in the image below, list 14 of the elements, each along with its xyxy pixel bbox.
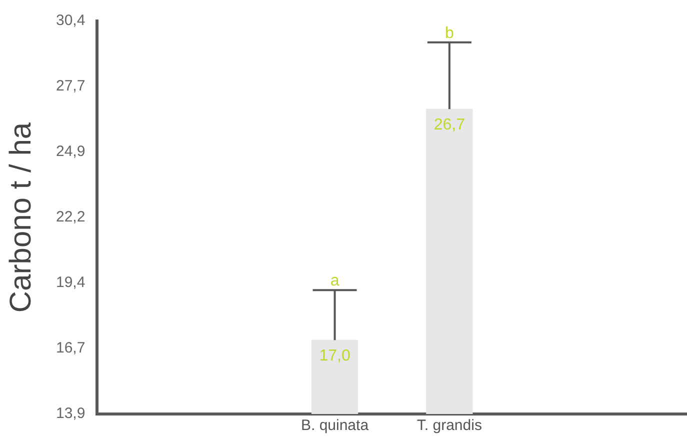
y-tick-label: 30,4 bbox=[56, 12, 86, 30]
y-tick-label: 27,7 bbox=[56, 78, 86, 95]
y-tick-label: 16,7 bbox=[56, 340, 86, 357]
x-tick-label: T. grandis bbox=[416, 417, 482, 434]
y-tick-label: 24,9 bbox=[56, 143, 86, 160]
annotation: b bbox=[444, 24, 454, 42]
y-tick-label: 19,4 bbox=[56, 274, 86, 292]
y-axis-title: Carbono t / ha bbox=[4, 122, 38, 313]
data-label: 17,0 bbox=[319, 348, 350, 365]
annotation: a bbox=[330, 272, 340, 290]
data-label: 26,7 bbox=[434, 116, 466, 134]
y-tick-label: 13,9 bbox=[56, 405, 86, 422]
x-tick-label: B. quinata bbox=[300, 417, 370, 434]
y-tick-label: 22,2 bbox=[56, 208, 86, 226]
